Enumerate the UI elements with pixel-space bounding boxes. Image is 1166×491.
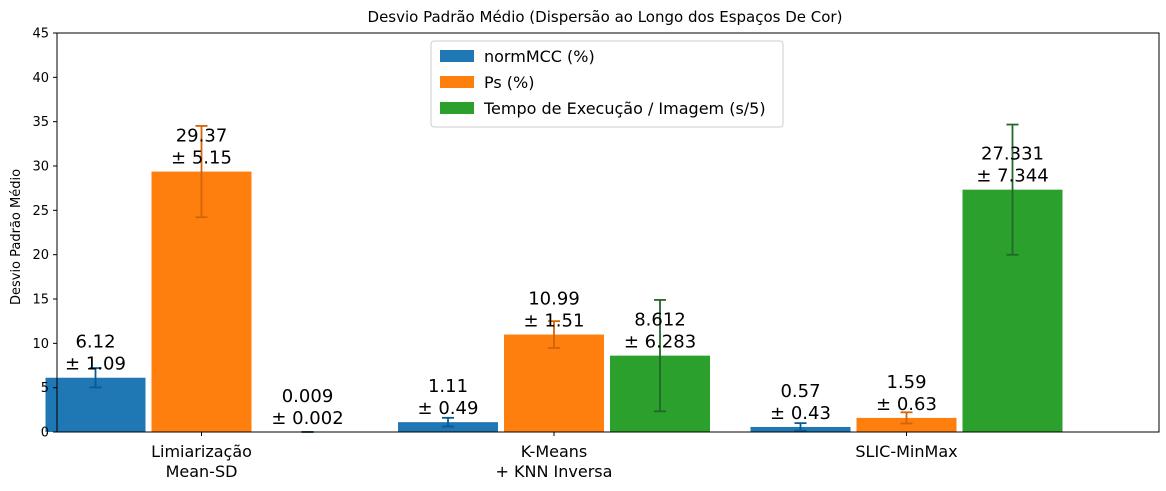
bar bbox=[504, 334, 604, 432]
bar-error-label: ± 0.63 bbox=[876, 394, 937, 415]
y-tick-label: 5 bbox=[41, 381, 49, 396]
x-tick-label: + KNN Inversa bbox=[496, 462, 613, 481]
error-bar bbox=[900, 411, 913, 425]
y-tick-label: 15 bbox=[32, 293, 49, 308]
plot-frame bbox=[56, 32, 1160, 433]
y-tick-label: 0 bbox=[41, 426, 49, 441]
bar-error-label: ± 0.43 bbox=[770, 403, 831, 424]
error-bar bbox=[195, 125, 208, 219]
legend-swatch bbox=[440, 76, 474, 88]
x-tick-label: SLIC-MinMax bbox=[855, 442, 957, 461]
bar-value-label: 6.12 bbox=[75, 332, 115, 353]
legend-entry: Tempo de Execução / Imagem (s/5) bbox=[483, 99, 766, 118]
y-axis-label: Desvio Padrão Médio bbox=[9, 169, 24, 305]
bar-error-label: ± 7.344 bbox=[976, 166, 1048, 187]
y-tick-label: 10 bbox=[32, 337, 49, 352]
y-tick-label: 45 bbox=[32, 27, 49, 42]
bar-value-label: 10.99 bbox=[528, 289, 580, 310]
bar-value-label: 29.37 bbox=[176, 126, 228, 147]
bar-value-label: 0.009 bbox=[282, 386, 334, 407]
y-tick-label: 30 bbox=[32, 160, 49, 175]
error-bar bbox=[89, 367, 102, 389]
bar bbox=[856, 417, 957, 432]
bar-error-label: ± 0.002 bbox=[271, 408, 343, 429]
value-labels-layer: 6.12± 1.09 1.11± 0.49 0.57± 0.43 29.37± 5.1… bbox=[65, 126, 1049, 429]
bar-error-label: ± 1.09 bbox=[65, 354, 126, 375]
bar-value-label: 8.612 bbox=[634, 310, 686, 331]
legend-swatch bbox=[440, 50, 474, 62]
y-tick-label: 35 bbox=[32, 115, 49, 130]
error-bar bbox=[548, 320, 560, 349]
bars-layer bbox=[45, 123, 1063, 433]
x-tick-label: Limiarização bbox=[151, 442, 252, 461]
legend-entry: normMCC (%) bbox=[484, 47, 595, 66]
error-bar bbox=[442, 416, 454, 428]
bar-error-label: ± 6.283 bbox=[624, 332, 696, 353]
x-tick-label: Mean-SD bbox=[166, 462, 238, 481]
error-bar bbox=[794, 422, 807, 432]
legend-entry: Ps (%) bbox=[484, 73, 534, 92]
bar-value-label: 1.11 bbox=[428, 376, 468, 397]
bar-error-label: ± 5.15 bbox=[171, 148, 232, 169]
bar-value-label: 27.331 bbox=[981, 144, 1044, 165]
legend-swatch bbox=[440, 102, 474, 114]
bar-error-label: ± 1.51 bbox=[524, 311, 585, 332]
bar-value-label: 1.59 bbox=[886, 372, 926, 393]
y-tick-label: 20 bbox=[32, 248, 49, 263]
legend-box bbox=[430, 40, 784, 128]
legend: normMCC (%) Ps (%) Tempo de Execução / Ima… bbox=[430, 40, 784, 128]
bar-value-label: 0.57 bbox=[780, 381, 820, 402]
y-tick-label: 40 bbox=[32, 71, 49, 86]
error-bar bbox=[654, 299, 666, 413]
x-tick-label: K-Means bbox=[521, 442, 588, 461]
error-bar bbox=[1006, 123, 1019, 256]
bar-error-label: ± 0.49 bbox=[418, 398, 479, 419]
chart-title: Desvio Padrão Médio (Dispersão ao Longo … bbox=[368, 8, 843, 26]
y-tick-label: 25 bbox=[32, 204, 49, 219]
